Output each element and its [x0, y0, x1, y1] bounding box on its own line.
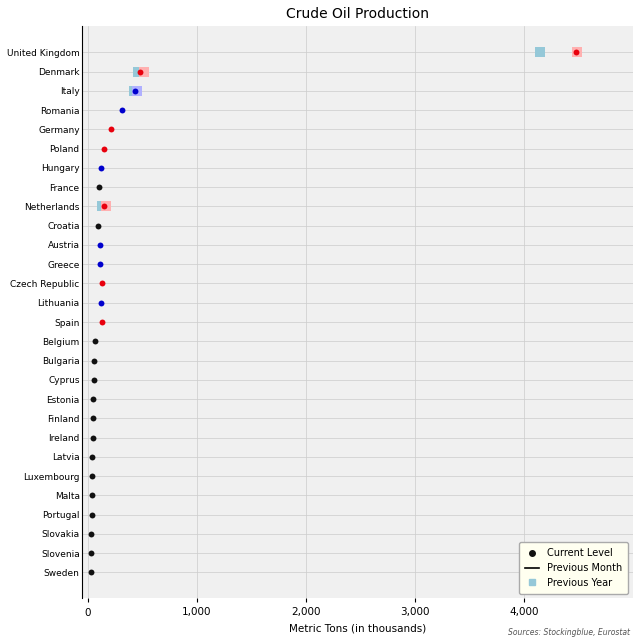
- Point: [86, 529, 96, 539]
- Point: [89, 355, 99, 365]
- Point: [97, 278, 108, 289]
- Point: [86, 567, 96, 577]
- Point: [86, 509, 97, 520]
- Point: [95, 240, 105, 250]
- Point: [572, 47, 582, 58]
- Point: [93, 182, 104, 192]
- Legend: Current Level, Previous Month, Previous Year: Current Level, Previous Month, Previous …: [519, 542, 628, 594]
- Point: [88, 374, 99, 385]
- Point: [99, 143, 109, 154]
- Point: [572, 47, 582, 58]
- Point: [130, 86, 140, 96]
- Point: [116, 105, 127, 115]
- Point: [135, 67, 145, 77]
- Point: [99, 202, 109, 212]
- Point: [87, 471, 97, 481]
- X-axis label: Metric Tons (in thousands): Metric Tons (in thousands): [289, 623, 426, 633]
- Point: [87, 490, 97, 500]
- Point: [92, 221, 102, 231]
- Point: [88, 433, 98, 443]
- Point: [88, 394, 99, 404]
- Point: [88, 413, 98, 424]
- Point: [133, 67, 143, 77]
- Point: [96, 298, 106, 308]
- Point: [132, 86, 142, 96]
- Point: [138, 67, 148, 77]
- Point: [106, 124, 116, 134]
- Point: [87, 452, 97, 462]
- Point: [95, 259, 105, 269]
- Point: [535, 47, 545, 58]
- Point: [97, 317, 108, 327]
- Title: Crude Oil Production: Crude Oil Production: [286, 7, 429, 21]
- Point: [86, 548, 96, 558]
- Point: [97, 202, 108, 212]
- Point: [129, 86, 139, 96]
- Text: Sources: Stockingblue, Eurostat: Sources: Stockingblue, Eurostat: [508, 628, 630, 637]
- Point: [90, 336, 100, 346]
- Point: [95, 163, 106, 173]
- Point: [100, 202, 111, 212]
